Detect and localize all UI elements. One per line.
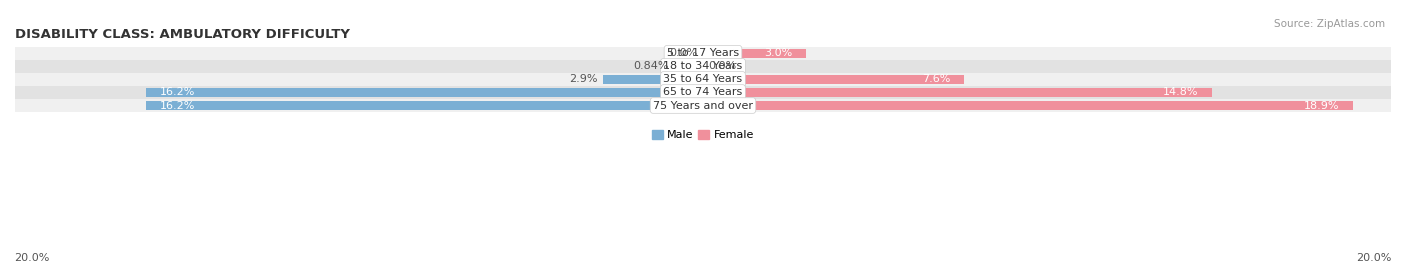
Text: 18 to 34 Years: 18 to 34 Years (664, 61, 742, 71)
Bar (15, 47, 1391, 60)
Text: 35 to 64 Years: 35 to 64 Years (664, 75, 742, 84)
Bar (15, 73, 1391, 86)
Bar (15, 60, 1391, 73)
Text: DISABILITY CLASS: AMBULATORY DIFFICULTY: DISABILITY CLASS: AMBULATORY DIFFICULTY (15, 28, 350, 41)
Text: 75 Years and over: 75 Years and over (652, 100, 754, 110)
Bar (703, 101, 1353, 110)
Text: 3.0%: 3.0% (765, 48, 793, 58)
Bar (603, 75, 703, 84)
Text: 65 to 74 Years: 65 to 74 Years (664, 87, 742, 98)
Bar (146, 101, 703, 110)
Bar (703, 49, 806, 58)
Text: 0.0%: 0.0% (709, 61, 737, 71)
Text: 20.0%: 20.0% (1357, 253, 1392, 263)
Bar (673, 62, 703, 71)
Bar (703, 75, 965, 84)
Text: 16.2%: 16.2% (159, 87, 195, 98)
Text: 20.0%: 20.0% (14, 253, 49, 263)
Text: 2.9%: 2.9% (569, 75, 598, 84)
Bar (703, 88, 1212, 97)
Text: 0.0%: 0.0% (669, 48, 697, 58)
Bar (15, 86, 1391, 99)
Bar (146, 88, 703, 97)
Text: 7.6%: 7.6% (922, 75, 950, 84)
Text: 18.9%: 18.9% (1303, 100, 1340, 110)
Text: 0.84%: 0.84% (634, 61, 669, 71)
Text: Source: ZipAtlas.com: Source: ZipAtlas.com (1274, 19, 1385, 29)
Text: 5 to 17 Years: 5 to 17 Years (666, 48, 740, 58)
Bar (15, 99, 1391, 112)
Text: 16.2%: 16.2% (159, 100, 195, 110)
Text: 14.8%: 14.8% (1163, 87, 1198, 98)
Legend: Male, Female: Male, Female (647, 125, 759, 144)
